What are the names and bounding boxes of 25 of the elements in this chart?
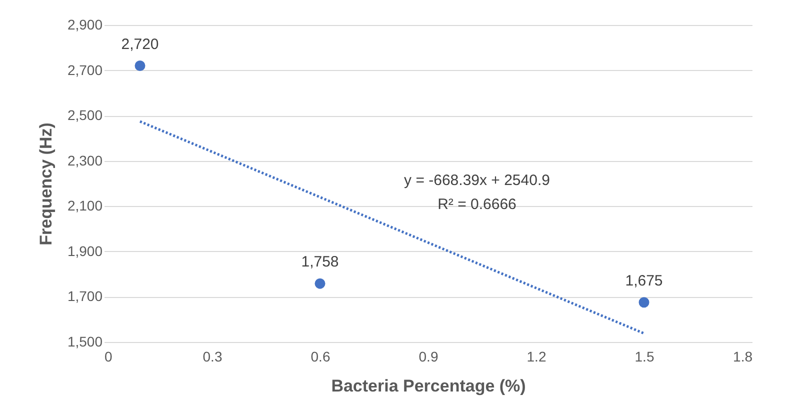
- x-tick-label: 0.9: [418, 348, 438, 364]
- data-label: 1,758: [301, 254, 339, 271]
- point: [134, 60, 146, 71]
- x-axis-title: Bacteria Percentage (%): [331, 376, 526, 396]
- point: [314, 278, 326, 289]
- point: [638, 297, 650, 308]
- y-tick-label: 2,900: [67, 16, 103, 32]
- x-tick-label: 0: [104, 348, 112, 364]
- x-tick-label: 0.6: [310, 348, 330, 364]
- x-tick-label: 1.5: [634, 348, 654, 364]
- x-tick-label: 0.3: [202, 348, 222, 364]
- y-tick-label: 2,300: [67, 152, 103, 168]
- annotation: y = -668.39x + 2540.9: [404, 172, 550, 189]
- data-label: 2,720: [121, 36, 159, 53]
- y-tick-label: 1,700: [67, 288, 103, 304]
- y-tick-label: 2,100: [67, 198, 103, 214]
- x-tick-label: 1.2: [526, 348, 546, 364]
- y-axis-title: Frequency (Hz): [36, 122, 56, 246]
- y-tick-label: 2,700: [67, 62, 103, 78]
- y-tick-label: 2,500: [67, 107, 103, 124]
- x-tick-label: 1.8: [733, 348, 753, 364]
- annotation: R² = 0.6666: [438, 196, 516, 213]
- y-tick-label: 1,900: [67, 242, 103, 259]
- y-tick-label: 1,500: [67, 334, 103, 350]
- data-label: 1,675: [625, 272, 663, 290]
